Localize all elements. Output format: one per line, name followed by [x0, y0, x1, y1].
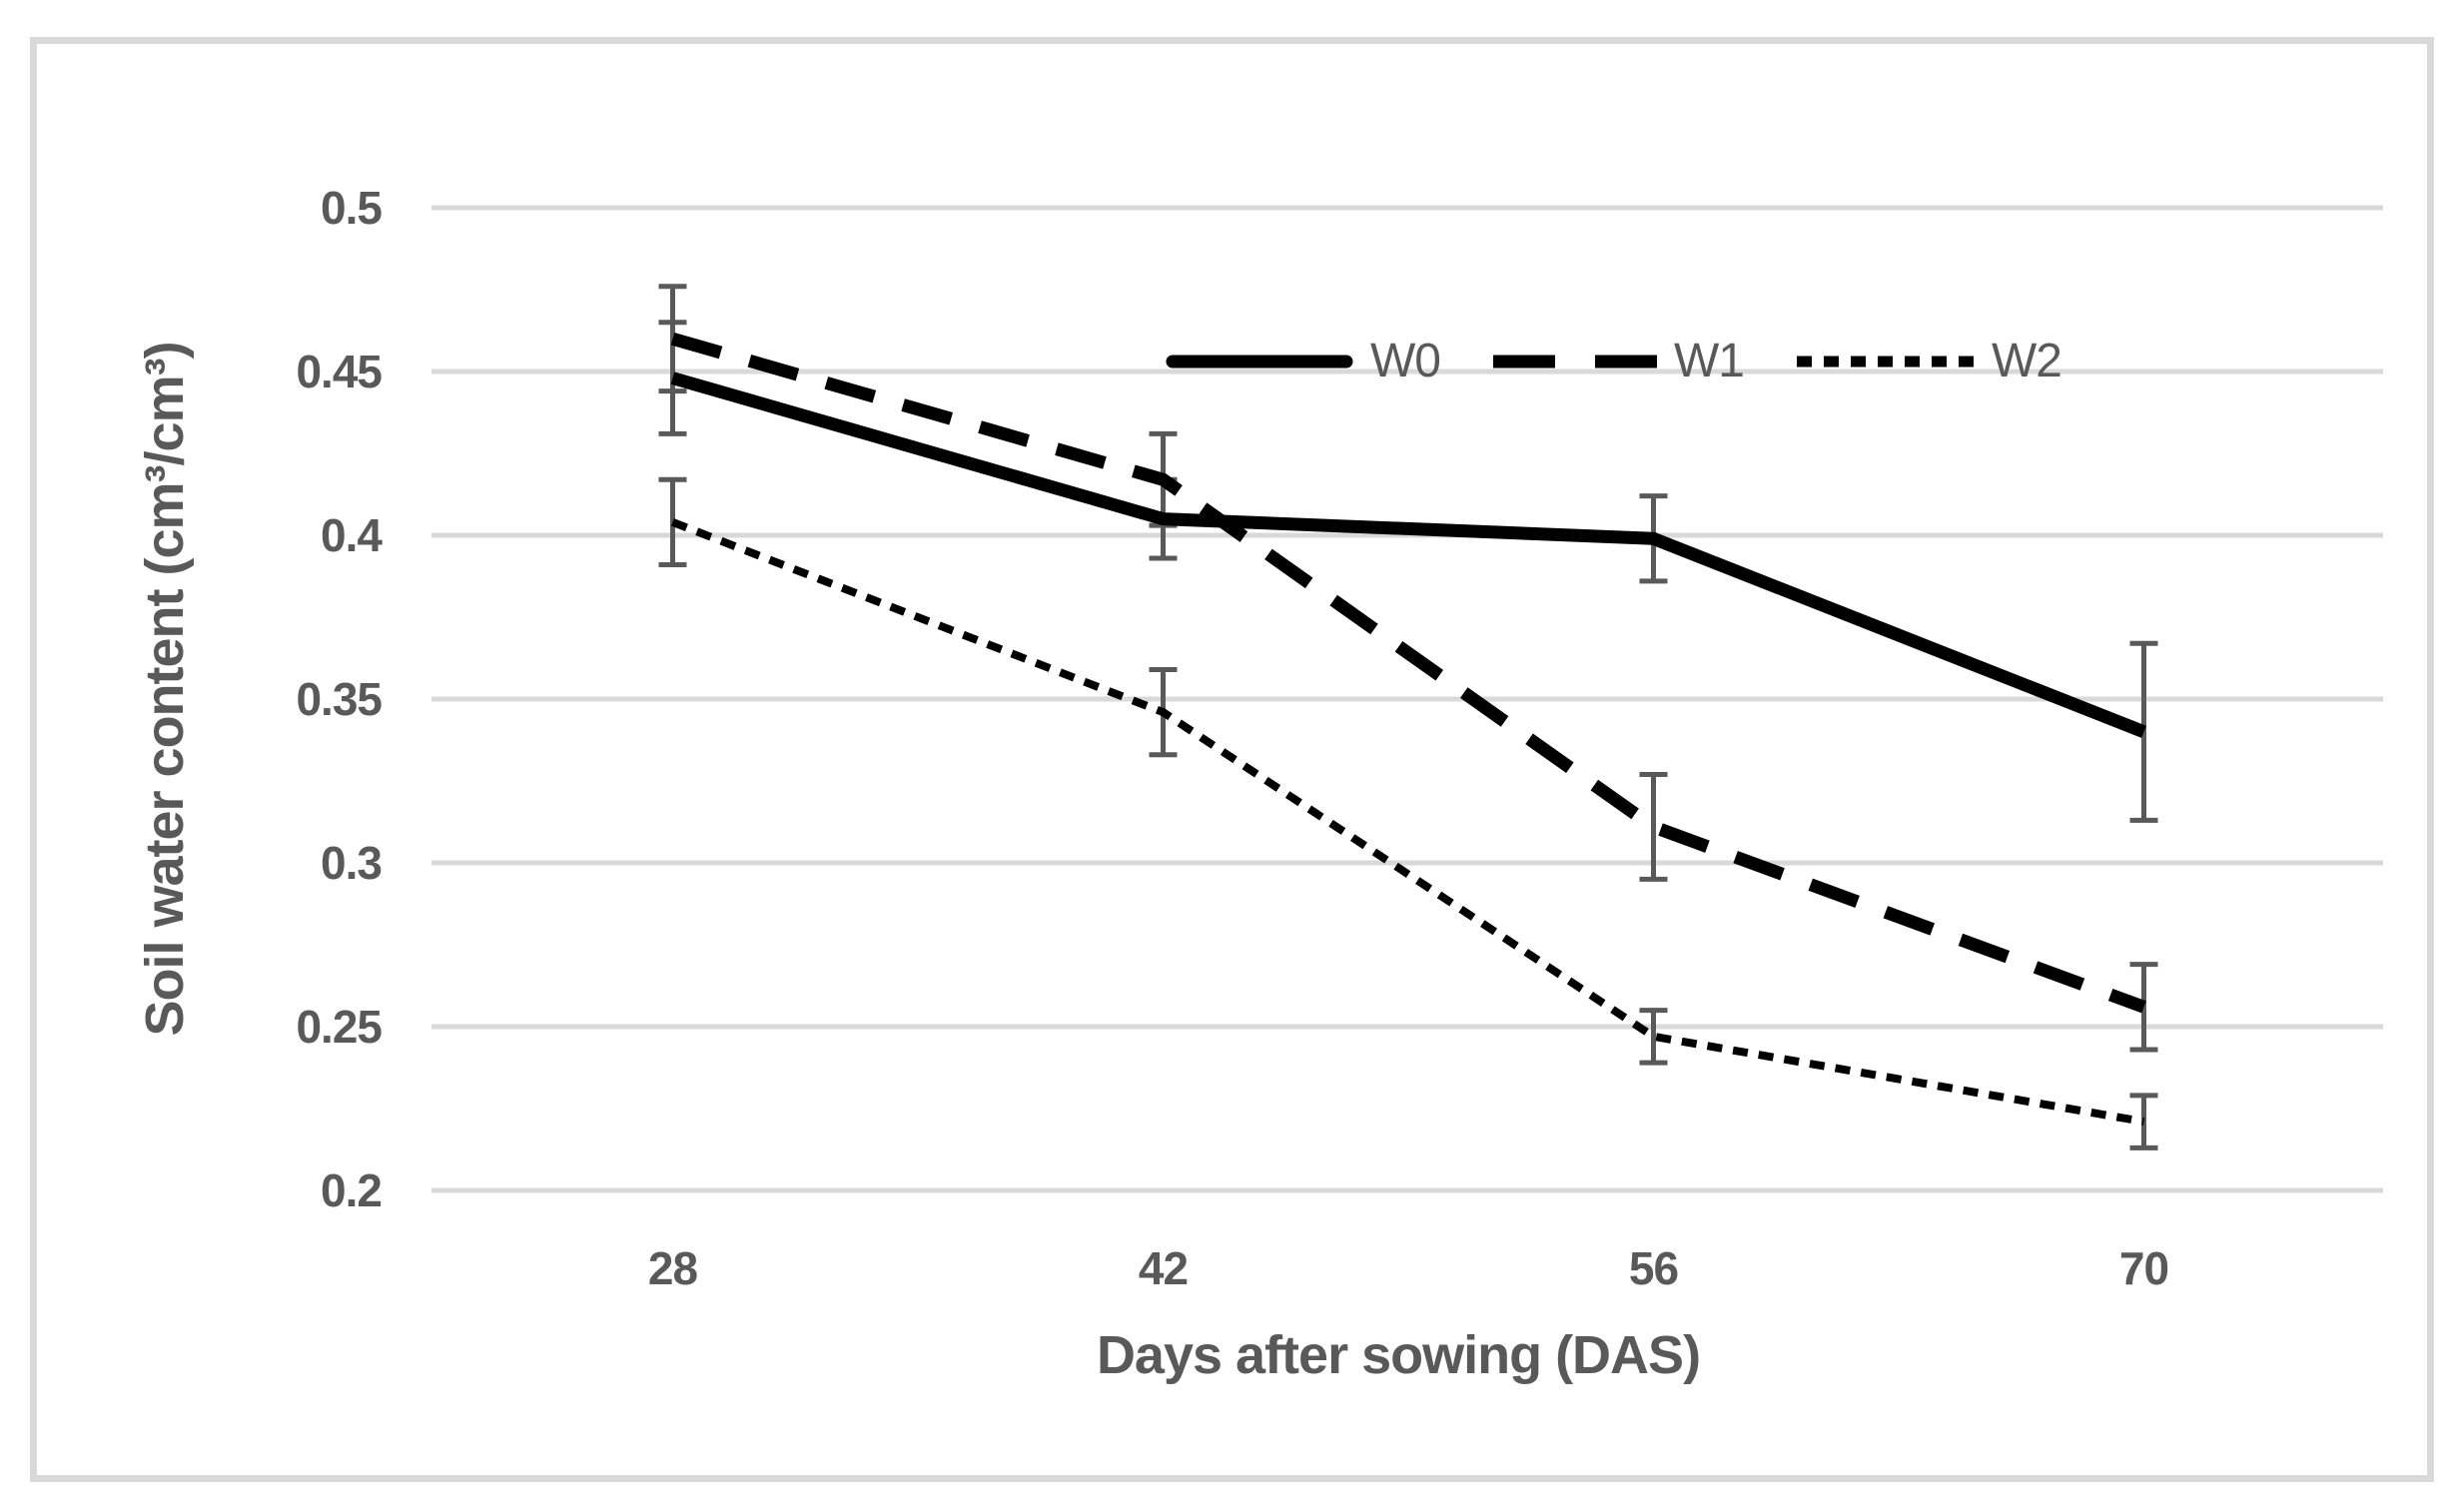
legend: W0 W1 W2	[1165, 334, 2062, 388]
y-tick-label: 0.5	[321, 182, 383, 234]
legend-label-w1: W1	[1674, 335, 1745, 387]
series-line-w0	[670, 372, 2146, 738]
x-tick-label: 56	[1628, 1242, 1679, 1294]
x-tick-label: 70	[2118, 1242, 2169, 1294]
y-tick-label: 0.2	[321, 1164, 383, 1216]
legend-line-sample-dashed-icon	[1493, 355, 1657, 368]
legend-item-w1: W1	[1492, 334, 1745, 388]
x-tick-label: 42	[1138, 1242, 1189, 1294]
y-axis-title: Soil water content (cm³/cm³)	[135, 342, 195, 1037]
y-tick-label: 0.25	[296, 1001, 383, 1053]
legend-label-w0: W0	[1370, 335, 1441, 387]
series-lines	[670, 332, 2146, 1127]
legend-line-sample-solid-icon	[1166, 355, 1353, 368]
error-bars	[658, 284, 2158, 1150]
legend-item-w0: W0	[1165, 334, 1441, 388]
x-axis-title: Days after sowing (DAS)	[1096, 1325, 1701, 1385]
series-line-w2	[671, 518, 2145, 1127]
y-tick-label: 0.4	[321, 509, 383, 561]
series-line-w1	[670, 332, 2146, 1014]
x-tick-label: 28	[647, 1242, 698, 1294]
y-tick-label: 0.3	[321, 837, 383, 889]
legend-label-w2: W2	[1992, 335, 2062, 387]
y-tick-label: 0.45	[296, 346, 383, 397]
figure-border	[30, 37, 2434, 1482]
y-tick-label: 0.35	[296, 673, 383, 725]
legend-item-w2: W2	[1796, 334, 2062, 388]
legend-line-sample-dotted-icon	[1797, 356, 1974, 367]
